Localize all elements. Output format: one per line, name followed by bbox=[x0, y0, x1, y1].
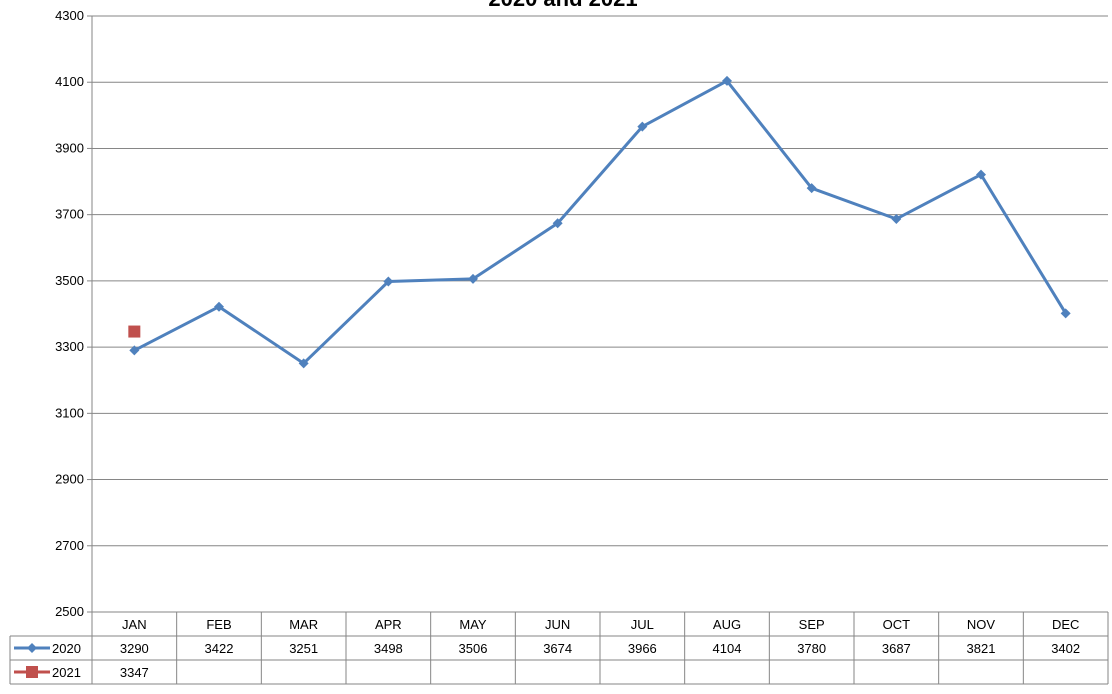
series-layer bbox=[128, 75, 1071, 369]
table-cell-value: 3674 bbox=[543, 641, 572, 656]
x-tick-label: JUN bbox=[545, 617, 570, 632]
data-table: JAN FEB MAR APR MAY JUN JUL AUG SEP OCT NOV DEC 2020… bbox=[9, 612, 1109, 685]
table-cell-value: 3821 bbox=[967, 641, 996, 656]
x-tick-label: APR bbox=[375, 617, 402, 632]
table-cell-value: 3347 bbox=[120, 665, 149, 680]
table-cell-value: 3966 bbox=[628, 641, 657, 656]
table-cell-value: 3498 bbox=[374, 641, 403, 656]
data-point bbox=[214, 301, 224, 312]
data-point bbox=[552, 218, 563, 229]
y-tick-label: 2900 bbox=[55, 472, 84, 487]
data-point bbox=[976, 169, 986, 180]
table-cell-value: 3290 bbox=[120, 641, 149, 656]
data-point bbox=[298, 358, 309, 369]
y-tick-label: 4100 bbox=[55, 74, 84, 89]
x-tick-label: MAY bbox=[459, 617, 487, 632]
data-point bbox=[891, 213, 902, 224]
x-tick-label: OCT bbox=[883, 617, 911, 632]
data-point bbox=[129, 345, 140, 356]
data-point bbox=[722, 75, 732, 86]
x-tick-label: AUG bbox=[713, 617, 741, 632]
table-cell-value: 3402 bbox=[1051, 641, 1080, 656]
data-point bbox=[806, 183, 817, 194]
x-tick-label: NOV bbox=[967, 617, 996, 632]
y-tick-label: 3700 bbox=[55, 207, 84, 222]
table-cell-value: 3687 bbox=[882, 641, 911, 656]
table-cell-value: 3422 bbox=[205, 641, 234, 656]
x-tick-label: JUL bbox=[631, 617, 654, 632]
data-point bbox=[637, 121, 648, 132]
x-tick-label: FEB bbox=[206, 617, 231, 632]
legend-marker-key bbox=[27, 643, 37, 653]
series-line bbox=[133, 79, 1067, 365]
y-tick-label: 4300 bbox=[55, 8, 84, 23]
y-tick-label: 3500 bbox=[55, 273, 84, 288]
legend-series-name: 2021 bbox=[52, 665, 81, 680]
x-tick-label: MAR bbox=[289, 617, 318, 632]
table-cell-value: 3251 bbox=[289, 641, 318, 656]
data-point bbox=[1060, 308, 1071, 319]
gridlines bbox=[92, 15, 1108, 613]
y-axis: 2500 2700 2900 3100 3300 3500 3700 3900 4100 4300 bbox=[55, 8, 93, 619]
x-tick-label: SEP bbox=[799, 617, 825, 632]
chart-title: 2020 and 2021 bbox=[488, 0, 637, 11]
data-point bbox=[468, 273, 478, 284]
legend-marker-key bbox=[26, 666, 38, 678]
y-tick-label: 3100 bbox=[55, 405, 84, 420]
table-cell-value: 3780 bbox=[797, 641, 826, 656]
x-tick-label: DEC bbox=[1052, 617, 1079, 632]
y-tick-label: 3300 bbox=[55, 339, 84, 354]
table-cell-value: 4104 bbox=[713, 641, 742, 656]
y-tick-label: 2700 bbox=[55, 538, 84, 553]
legend-series-name: 2020 bbox=[52, 641, 81, 656]
data-point bbox=[383, 276, 394, 287]
data-point bbox=[128, 325, 141, 338]
table-cell-value: 3506 bbox=[459, 641, 488, 656]
y-tick-label: 3900 bbox=[55, 140, 84, 155]
y-tick-label: 2500 bbox=[55, 604, 84, 619]
x-tick-label: JAN bbox=[122, 617, 147, 632]
